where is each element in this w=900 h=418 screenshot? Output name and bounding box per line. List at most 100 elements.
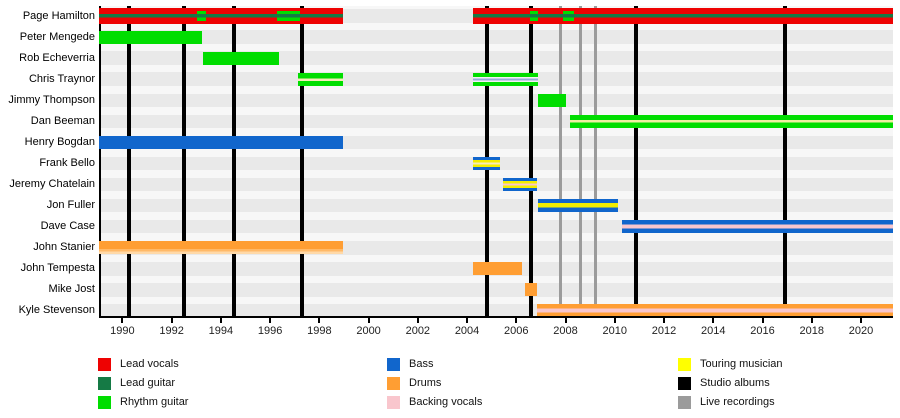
axis-tick-label: 2020	[848, 325, 874, 337]
row-lane	[99, 198, 893, 213]
axis-tick-label: 1992	[159, 325, 184, 337]
axis-tick-label: 2016	[750, 325, 775, 337]
studio-album-line	[633, 6, 638, 318]
axis-tick	[515, 318, 518, 323]
legend-label: Lead vocals	[120, 358, 179, 370]
timeline-bar	[473, 262, 523, 276]
timeline-bar	[473, 156, 501, 170]
legend-item: Lead guitar	[98, 377, 298, 391]
member-label: Jon Fuller	[46, 199, 95, 212]
member-label: Jeremy Chatelain	[9, 178, 95, 191]
timeline-bar	[537, 199, 619, 213]
timeline-bar	[537, 304, 893, 318]
member-label: John Tempesta	[20, 262, 95, 275]
member-label: Rob Echeverria	[19, 51, 95, 64]
legend-item: Studio albums	[678, 377, 878, 391]
timeline-bar	[473, 72, 539, 86]
legend-label: Backing vocals	[409, 396, 483, 408]
axis-tick	[761, 318, 764, 323]
axis-tick-label: 2010	[602, 325, 628, 337]
legend-label: Bass	[409, 358, 434, 370]
axis-tick-label: 2004	[454, 325, 480, 337]
timeline-bar	[622, 220, 893, 234]
touring-musician-swatch-icon	[678, 358, 691, 371]
axis-tick-label: 2012	[651, 325, 677, 337]
axis-tick-label: 2000	[356, 325, 381, 337]
row-lane	[99, 93, 893, 108]
legend-item: Bass	[387, 358, 587, 372]
backing-vocals-swatch-icon	[387, 396, 400, 409]
timeline-bar	[537, 93, 566, 107]
axis-tick	[416, 318, 419, 323]
timeline-bar	[524, 283, 538, 297]
timeline-bar	[99, 30, 203, 44]
studio-album-line	[232, 6, 237, 318]
studio-albums-swatch-icon	[678, 377, 691, 390]
legend-item: Touring musician	[678, 358, 878, 372]
axis-tick	[121, 318, 124, 323]
timeline-bar	[473, 8, 893, 24]
legend-item: Rhythm guitar	[98, 396, 298, 410]
axis-tick	[810, 318, 813, 323]
member-label: Henry Bogdan	[24, 135, 95, 148]
live-recording-line	[578, 6, 582, 318]
studio-album-line	[300, 6, 305, 318]
legend-label: Drums	[409, 377, 442, 389]
legend-label: Rhythm guitar	[120, 396, 189, 408]
axis-tick-label: 1996	[257, 325, 283, 337]
drums-swatch-icon	[387, 377, 400, 390]
axis-tick	[712, 318, 715, 323]
studio-album-line	[529, 6, 534, 318]
rhythm-guitar-swatch-icon	[98, 396, 111, 409]
axis-tick	[219, 318, 222, 323]
studio-album-line	[782, 6, 787, 318]
axis-tick	[170, 318, 173, 323]
axis-tick	[269, 318, 272, 323]
legend-item: Backing vocals	[387, 396, 587, 410]
timeline-bar	[99, 241, 343, 255]
axis-tick	[367, 318, 370, 323]
member-label: Mike Jost	[48, 283, 95, 296]
timeline-bar	[197, 11, 207, 21]
live-recording-line	[558, 6, 562, 318]
member-label: Dan Beeman	[30, 114, 95, 127]
legend-label: Live recordings	[700, 396, 775, 408]
member-label: Chris Traynor	[28, 72, 95, 85]
legend-item: Drums	[387, 377, 587, 391]
axis-tick-label: 1994	[208, 325, 234, 337]
axis-tick-label: 1990	[110, 325, 135, 337]
studio-album-line	[181, 6, 186, 318]
lead-guitar-swatch-icon	[98, 377, 111, 390]
timeline-bar	[298, 72, 343, 86]
live-recordings-swatch-icon	[678, 396, 691, 409]
legend-label: Studio albums	[700, 377, 770, 389]
row-lane	[99, 30, 893, 44]
row-lane	[99, 283, 893, 297]
axis-tick	[318, 318, 321, 323]
legend-label: Lead guitar	[120, 377, 176, 389]
axis-tick	[663, 318, 666, 323]
timeline-bar	[502, 178, 538, 192]
member-label: Frank Bello	[39, 156, 95, 169]
member-label: John Stanier	[33, 241, 95, 254]
axis-tick-label: 2002	[405, 325, 431, 337]
member-label: Page Hamilton	[22, 9, 95, 22]
timeline-bar	[99, 8, 343, 24]
timeline-bar	[202, 51, 280, 65]
plot-area	[99, 6, 893, 318]
live-recording-line	[593, 6, 597, 318]
axis-tick-label: 2018	[799, 325, 824, 337]
x-axis-baseline	[99, 316, 893, 318]
timeline-bar	[277, 11, 300, 21]
bass-swatch-icon	[387, 358, 400, 371]
axis-tick-label: 2008	[553, 325, 578, 337]
timeline-bar	[529, 11, 539, 21]
axis-tick-label: 2006	[504, 325, 529, 337]
legend-item: Lead vocals	[98, 358, 298, 372]
studio-album-line	[126, 6, 131, 318]
timeline-bar	[570, 114, 893, 128]
lead-vocals-swatch-icon	[98, 358, 111, 371]
plot-left-border	[99, 6, 101, 318]
axis-tick	[859, 318, 862, 323]
